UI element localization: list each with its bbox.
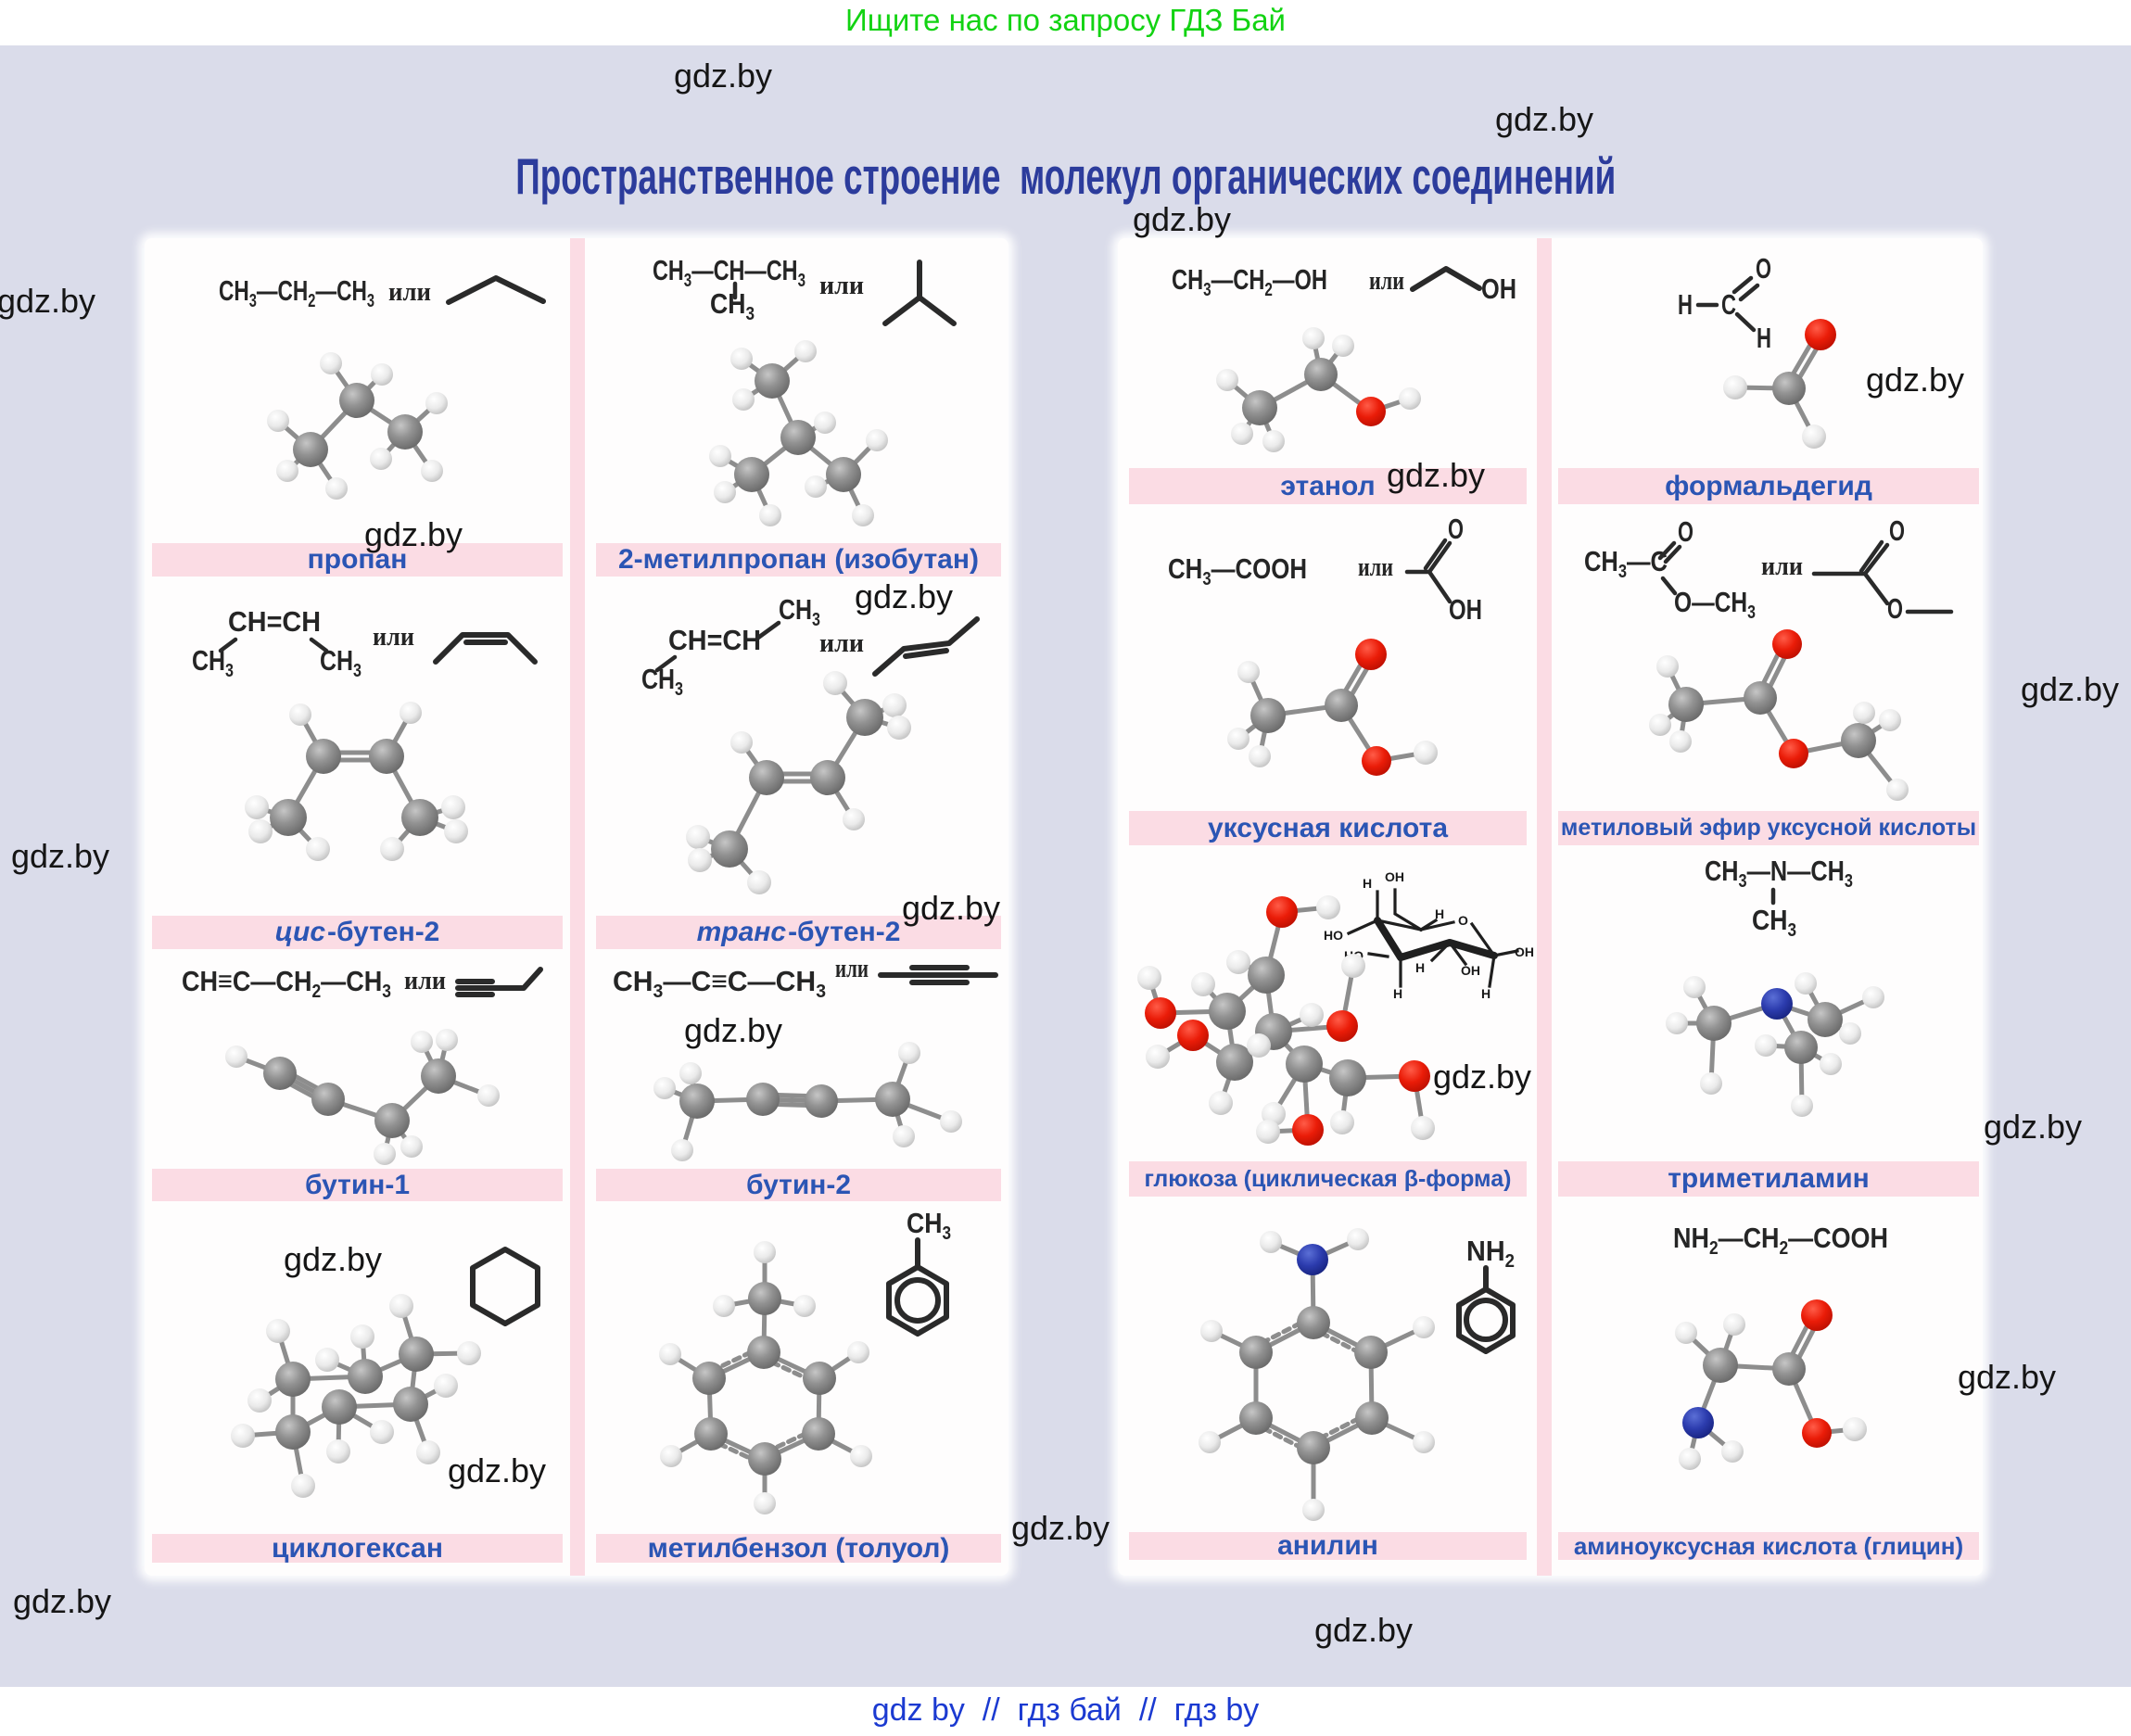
svg-text:O: O xyxy=(1889,514,1905,547)
svg-text:O: O xyxy=(1887,592,1903,625)
svg-text:или: или xyxy=(388,277,431,307)
svg-text:или: или xyxy=(1369,266,1404,296)
svg-text:H: H xyxy=(1435,906,1444,921)
svg-text:O: O xyxy=(1448,513,1464,545)
svg-text:OH: OH xyxy=(1481,272,1516,305)
svg-text:CH3—C: CH3—C xyxy=(1584,545,1668,582)
svg-text:CH3: CH3 xyxy=(710,287,755,324)
svg-text:или: или xyxy=(819,628,864,658)
svg-text:CH=CH: CH=CH xyxy=(668,624,761,656)
svg-text:CH3: CH3 xyxy=(192,644,234,681)
svg-text:O: O xyxy=(1678,515,1693,548)
svg-text:H: H xyxy=(1757,322,1771,354)
svg-text:H: H xyxy=(1363,876,1372,891)
svg-text:CH3: CH3 xyxy=(1752,904,1796,941)
svg-text:OH: OH xyxy=(1461,963,1480,978)
svg-text:или: или xyxy=(373,622,414,652)
svg-text:CH=CH: CH=CH xyxy=(228,605,321,638)
svg-text:O—CH3: O—CH3 xyxy=(1674,586,1756,623)
svg-text:или: или xyxy=(404,966,446,995)
svg-text:CH3: CH3 xyxy=(779,593,820,630)
svg-text:H: H xyxy=(1678,288,1693,321)
svg-text:OH: OH xyxy=(1385,869,1404,884)
svg-text:H: H xyxy=(1481,986,1490,1001)
svg-text:или: или xyxy=(835,954,869,983)
svg-text:OH: OH xyxy=(1449,593,1482,626)
svg-text:NH2: NH2 xyxy=(1466,1235,1515,1272)
svg-text:CH3—CH2—CH3: CH3—CH2—CH3 xyxy=(219,274,374,311)
svg-text:OH: OH xyxy=(1515,944,1534,959)
svg-text:CH3—COOH: CH3—COOH xyxy=(1168,552,1307,589)
svg-text:O: O xyxy=(1756,252,1771,285)
svg-text:CH3—C≡C—CH3: CH3—C≡C—CH3 xyxy=(613,965,826,1002)
svg-text:CH3—CH2—OH: CH3—CH2—OH xyxy=(1172,263,1327,300)
svg-text:или: или xyxy=(819,271,864,300)
svg-text:CH3: CH3 xyxy=(907,1207,951,1244)
svg-text:CH3—CH—CH3: CH3—CH—CH3 xyxy=(653,254,805,291)
svg-text:H: H xyxy=(1415,960,1425,975)
svg-text:H: H xyxy=(1393,986,1402,1001)
svg-text:C: C xyxy=(1721,288,1736,321)
svg-text:NH2—CH2—COOH: NH2—CH2—COOH xyxy=(1673,1222,1888,1259)
svg-text:или: или xyxy=(1761,551,1803,581)
svg-text:HO: HO xyxy=(1324,928,1343,943)
svg-text:или: или xyxy=(1358,552,1393,582)
svg-text:CH3—N—CH3: CH3—N—CH3 xyxy=(1705,855,1853,892)
svg-text:CH≡C—CH2—CH3: CH≡C—CH2—CH3 xyxy=(182,965,391,1002)
svg-text:O: O xyxy=(1458,913,1468,928)
